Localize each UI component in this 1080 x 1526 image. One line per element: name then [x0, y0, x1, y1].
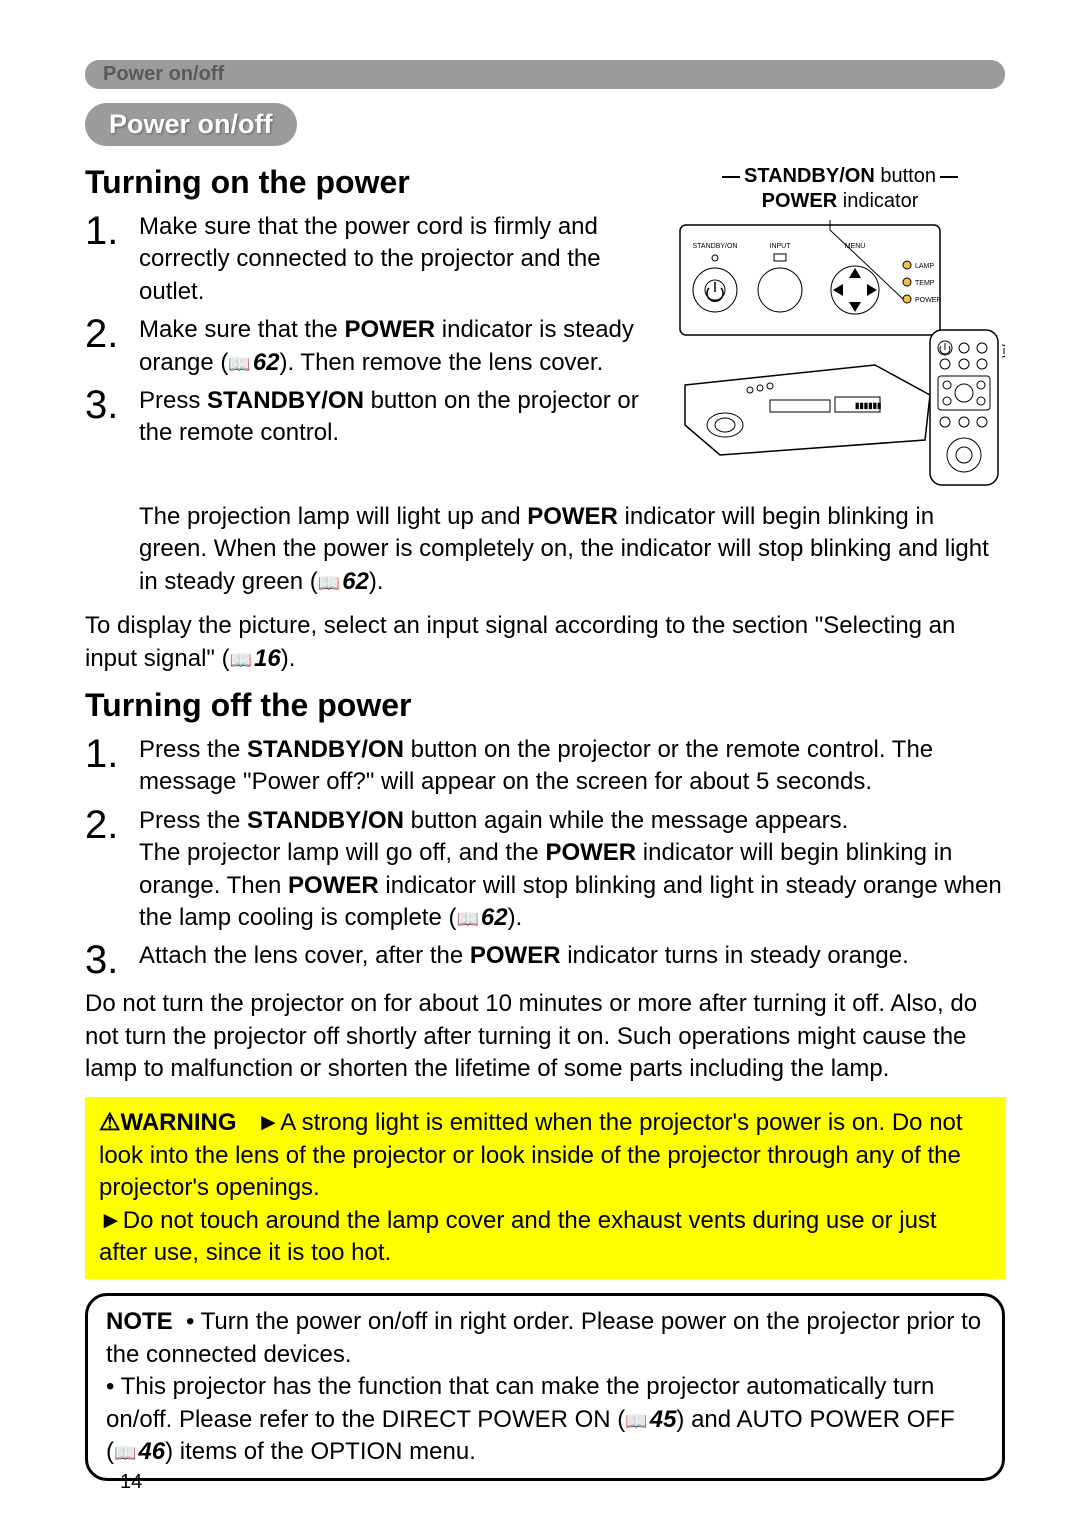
turn-off-step-1: 1. Press the STANDBY/ON button on the pr…: [85, 734, 1005, 799]
header-bar: Power on/off: [85, 60, 1005, 89]
page-number: 14: [120, 1471, 142, 1494]
note-box: NOTE • Turn the power on/off in right or…: [85, 1293, 1005, 1481]
step-number: 1.: [85, 211, 127, 308]
warning-triangle-icon: ⚠: [99, 1109, 121, 1136]
turn-off-step-2: 2. Press the STANDBY/ON button again whi…: [85, 805, 1005, 935]
header-bar-label: Power on/off: [103, 63, 224, 85]
section-pill: Power on/off: [85, 103, 297, 146]
book-icon: [456, 904, 480, 931]
warning-box: ⚠WARNING ►A strong light is emitted when…: [85, 1097, 1005, 1279]
book-icon: [114, 1438, 138, 1465]
turn-on-step-3: 3. Press STANDBY/ON button on the projec…: [85, 385, 665, 450]
note-bullet-1: • Turn the power on/off in right order. …: [106, 1308, 981, 1367]
svg-text:TEMP: TEMP: [915, 280, 935, 287]
svg-text:POWER: POWER: [915, 297, 941, 304]
book-icon: [318, 568, 342, 595]
warning-text-2: Do not touch around the lamp cover and t…: [99, 1207, 937, 1266]
warning-label: WARNING: [121, 1109, 237, 1136]
turn-on-step-2: 2. Make sure that the POWER indicator is…: [85, 314, 665, 379]
section-pill-label: Power on/off: [109, 109, 273, 139]
turn-on-step-1: 1. Make sure that the power cord is firm…: [85, 211, 665, 308]
step-body: Press the STANDBY/ON button on the proje…: [139, 734, 1005, 799]
step-number: 3.: [85, 940, 127, 980]
book-icon: [228, 349, 252, 376]
step-body: Make sure that the power cord is firmly …: [139, 211, 665, 308]
turn-on-step-3-cont: The projection lamp will light up and PO…: [85, 501, 1005, 598]
projector-diagram: STANDBY/ON INPUT MENU LAMP TEMP POWER: [675, 220, 1005, 500]
turn-on-row: Turning on the power 1. Make sure that t…: [85, 164, 1005, 505]
turn-off-after: Do not turn the projector on for about 1…: [85, 988, 1005, 1085]
step-number: 3.: [85, 385, 127, 450]
step-body: Press the STANDBY/ON button again while …: [139, 805, 1005, 935]
step-body: Make sure that the POWER indicator is st…: [139, 314, 665, 379]
diagram-labels: STANDBY/ON button POWER indicator: [675, 164, 1005, 214]
svg-text:INPUT: INPUT: [770, 243, 792, 250]
svg-text:LAMP: LAMP: [915, 263, 934, 270]
step-body: Press STANDBY/ON button on the projector…: [139, 385, 665, 450]
step-number: 1.: [85, 734, 127, 799]
step-body: Attach the lens cover, after the POWER i…: [139, 940, 1005, 980]
book-icon: [625, 1406, 649, 1433]
step-number: 2.: [85, 314, 127, 379]
book-icon: [230, 645, 254, 672]
arrow-icon: ►: [257, 1109, 281, 1136]
turn-on-after: To display the picture, select an input …: [85, 610, 1005, 675]
label-standby: STANDBY/ON: [693, 243, 738, 250]
note-label: NOTE: [106, 1308, 173, 1335]
turn-on-title: Turning on the power: [85, 164, 665, 201]
svg-text:▮▮▮▮▮▮: ▮▮▮▮▮▮: [855, 401, 881, 410]
diagram: STANDBY/ON button POWER indicator STANDB…: [675, 164, 1005, 505]
turn-off-title: Turning off the power: [85, 687, 1005, 724]
note-bullet-2: • This projector has the function that c…: [106, 1373, 955, 1465]
turn-off-step-3: 3. Attach the lens cover, after the POWE…: [85, 940, 1005, 980]
arrow-icon: ►: [99, 1207, 123, 1234]
step-number: 2.: [85, 805, 127, 935]
